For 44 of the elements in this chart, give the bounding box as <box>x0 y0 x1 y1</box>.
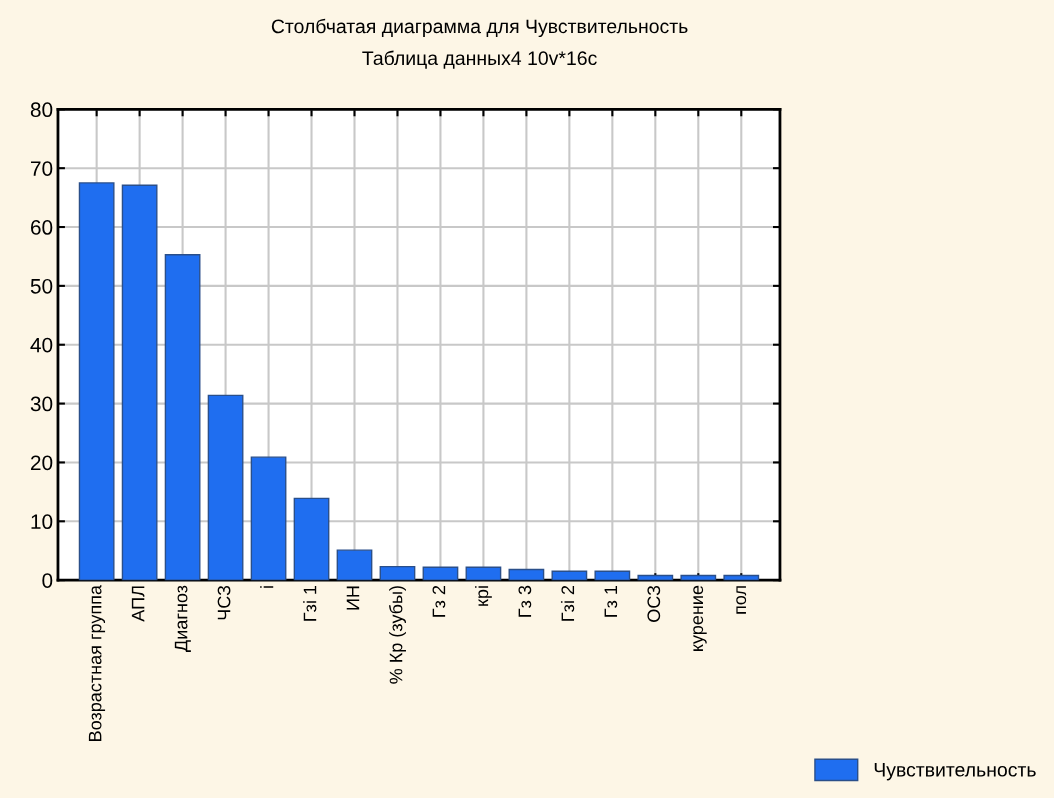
x-tick-label: Гз 1 <box>604 585 618 617</box>
y-tick-label: 50 <box>30 278 53 294</box>
x-tick-label: курение <box>693 585 707 651</box>
chart-subtitle: Таблица данных4 10v*16c <box>362 50 597 69</box>
x-tick-label: Диагноз <box>174 585 191 652</box>
x-tick-label: ЧСЗ <box>217 585 231 620</box>
x-tick-label: крi <box>475 586 492 606</box>
y-tick-label: 10 <box>31 514 53 530</box>
bar <box>379 565 416 581</box>
bar <box>594 570 631 581</box>
x-tick-label: пол <box>736 586 747 614</box>
x-tick-label: ИН <box>346 586 360 610</box>
bar <box>422 566 459 581</box>
x-tick-label: ОСЗ <box>647 585 661 622</box>
bar <box>465 566 502 581</box>
bar <box>121 184 158 581</box>
y-tick-label: 80 <box>30 102 53 118</box>
bar <box>207 394 244 581</box>
bar <box>508 568 545 581</box>
bar <box>551 570 588 581</box>
legend-label: Чувствительность <box>874 763 1036 781</box>
y-tick-label: 30 <box>30 396 53 412</box>
bar <box>78 182 115 581</box>
bar <box>293 497 330 581</box>
y-tick-label: 70 <box>31 161 53 176</box>
y-tick-label: 20 <box>30 455 53 471</box>
x-tick-label: АПЛ <box>131 586 145 622</box>
bar <box>680 574 717 581</box>
y-tick-label: 60 <box>31 220 53 235</box>
bar <box>250 456 287 581</box>
x-tick-label: Гзi 1 <box>303 585 317 621</box>
y-tick-label: 0 <box>42 573 53 588</box>
y-tick-label: 40 <box>30 337 53 353</box>
x-tick-label: % Кр (зубы) <box>388 586 406 684</box>
x-tick-label: Гз 3 <box>518 585 532 617</box>
x-tick-label: Возрастная группа <box>88 585 106 741</box>
x-tick-label: Гз 2 <box>432 585 446 617</box>
chart-title: Столбчатая диаграмма для Чувствительность <box>271 18 688 38</box>
x-tick-label: i <box>260 586 274 588</box>
bar <box>723 574 760 581</box>
x-tick-label: Гзi 2 <box>560 585 575 621</box>
bar <box>637 574 674 581</box>
bar <box>336 549 373 581</box>
bar <box>164 253 201 581</box>
